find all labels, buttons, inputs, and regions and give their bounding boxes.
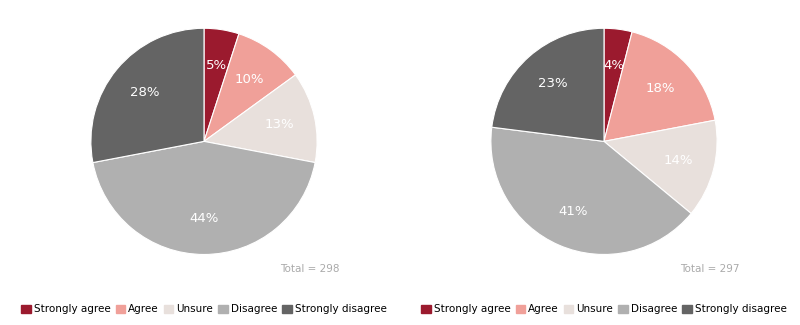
Text: 13%: 13%	[264, 118, 294, 131]
Text: 41%: 41%	[558, 205, 588, 218]
Wedge shape	[604, 120, 717, 214]
Wedge shape	[491, 127, 691, 254]
Wedge shape	[91, 28, 204, 163]
Wedge shape	[604, 28, 632, 141]
Text: 23%: 23%	[538, 77, 568, 90]
Wedge shape	[204, 75, 317, 162]
Text: 28%: 28%	[130, 86, 159, 99]
Wedge shape	[204, 34, 295, 141]
Text: 18%: 18%	[646, 82, 675, 95]
Text: 5%: 5%	[206, 59, 226, 72]
Text: 14%: 14%	[664, 154, 694, 167]
Wedge shape	[492, 28, 604, 141]
Text: 4%: 4%	[603, 58, 624, 72]
Wedge shape	[93, 141, 315, 254]
Legend: Strongly agree, Agree, Unsure, Disagree, Strongly disagree: Strongly agree, Agree, Unsure, Disagree,…	[421, 304, 787, 314]
Legend: Strongly agree, Agree, Unsure, Disagree, Strongly disagree: Strongly agree, Agree, Unsure, Disagree,…	[21, 304, 387, 314]
Text: 44%: 44%	[190, 212, 218, 225]
Wedge shape	[204, 28, 239, 141]
Text: 10%: 10%	[234, 73, 264, 86]
Text: Total = 297: Total = 297	[680, 264, 740, 274]
Wedge shape	[604, 32, 715, 141]
Text: Total = 298: Total = 298	[280, 264, 340, 274]
